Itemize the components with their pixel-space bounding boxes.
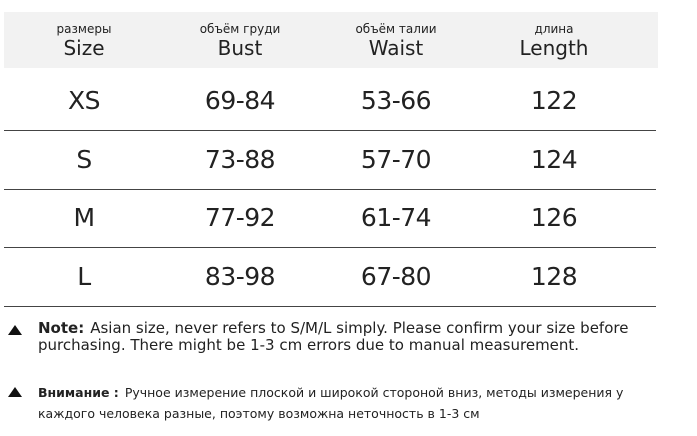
note-body: Note: Asian size, never refers to S/M/L s… <box>38 320 668 354</box>
table-row: S 73-88 57-70 124 <box>4 131 656 190</box>
note-text: Asian size, never refers to S/M/L simply… <box>38 319 629 354</box>
note-text: Ручное измерение плоской и широкой сторо… <box>38 385 624 421</box>
header-cell: объём груди Bust <box>162 12 318 60</box>
header-ru: длина <box>534 22 574 36</box>
header-ru: размеры <box>56 22 112 36</box>
table-cell: 67-80 <box>360 261 432 291</box>
table-cell: 53-66 <box>360 86 432 115</box>
table-cell: 128 <box>530 261 578 291</box>
table-cell: L <box>77 261 91 291</box>
table-cell: 57-70 <box>360 144 432 174</box>
note: Note: Asian size, never refers to S/M/L s… <box>8 320 668 354</box>
header-en: Length <box>519 36 589 60</box>
table-cell: 124 <box>530 144 578 174</box>
table-cell: 122 <box>530 86 578 115</box>
table-cell: XS <box>68 86 101 115</box>
table-cell: 83-98 <box>204 261 276 291</box>
table-cell: 73-88 <box>204 144 276 174</box>
header-cell: объём талии Waist <box>318 12 474 60</box>
header-en: Size <box>63 36 105 60</box>
note-label: Note: <box>38 319 85 337</box>
table-cell: M <box>73 203 95 232</box>
triangle-icon <box>8 387 22 397</box>
table-cell: S <box>76 144 92 174</box>
table-row: M 77-92 61-74 126 <box>4 189 656 248</box>
table-cell: 126 <box>530 203 578 232</box>
header-cell: размеры Size <box>6 12 162 60</box>
note-body: Внимание : Ручное измерение плоской и шир… <box>38 382 658 424</box>
table-cell: 69-84 <box>204 86 276 115</box>
header-cell: длина Length <box>476 12 632 60</box>
header-en: Waist <box>368 36 424 60</box>
table-row: XS 69-84 53-66 122 <box>4 72 656 131</box>
header-ru: объём груди <box>199 22 281 36</box>
header-en: Bust <box>217 36 263 60</box>
table-cell: 61-74 <box>360 203 432 232</box>
triangle-icon <box>8 325 22 335</box>
table-row: L 83-98 67-80 128 <box>4 248 656 307</box>
table-cell: 77-92 <box>204 203 276 232</box>
header-ru: объём талии <box>355 22 437 36</box>
note-label: Внимание : <box>38 385 119 400</box>
note: Внимание : Ручное измерение плоской и шир… <box>8 382 668 424</box>
header-band: размеры Size объём груди Bust объём талии Wai… <box>4 12 658 68</box>
